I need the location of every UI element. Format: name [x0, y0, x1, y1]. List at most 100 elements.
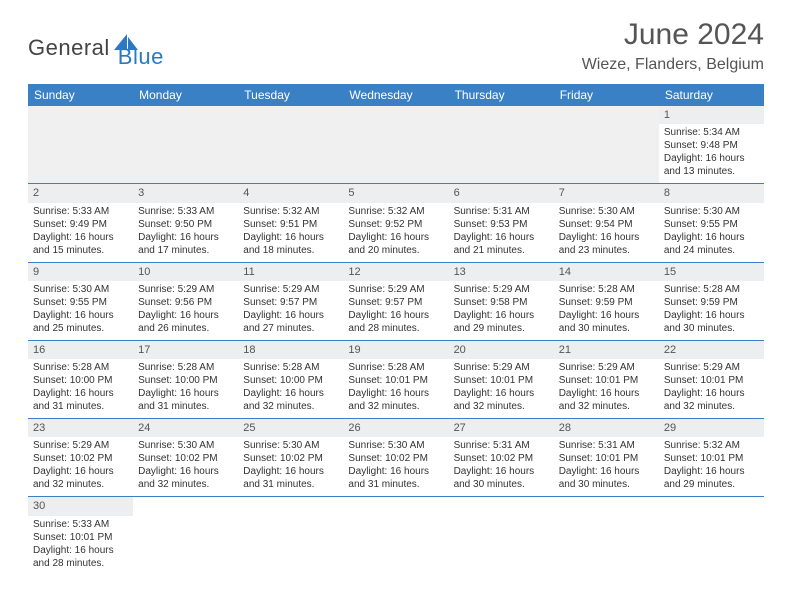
daylight-text: and 32 minutes.	[348, 400, 443, 413]
daylight-text: and 27 minutes.	[243, 322, 338, 335]
calendar-week-row: 16Sunrise: 5:28 AMSunset: 10:00 PMDaylig…	[28, 340, 764, 418]
sunset-text: Sunset: 9:57 PM	[348, 296, 443, 309]
daylight-text: Daylight: 16 hours	[348, 309, 443, 322]
day-number: 5	[343, 184, 448, 202]
sunset-text: Sunset: 9:55 PM	[664, 218, 759, 231]
sunrise-text: Sunrise: 5:30 AM	[138, 439, 233, 452]
daylight-text: and 32 minutes.	[664, 400, 759, 413]
day-number: 23	[28, 419, 133, 437]
daylight-text: and 29 minutes.	[454, 322, 549, 335]
daylight-text: Daylight: 16 hours	[138, 465, 233, 478]
calendar-day-cell: 3Sunrise: 5:33 AMSunset: 9:50 PMDaylight…	[133, 184, 238, 262]
sunrise-text: Sunrise: 5:30 AM	[559, 205, 654, 218]
calendar-day-cell: 19Sunrise: 5:28 AMSunset: 10:01 PMDaylig…	[343, 340, 448, 418]
daylight-text: and 32 minutes.	[33, 478, 128, 491]
calendar-day-cell: 16Sunrise: 5:28 AMSunset: 10:00 PMDaylig…	[28, 340, 133, 418]
daylight-text: Daylight: 16 hours	[33, 231, 128, 244]
header: General Blue June 2024 Wieze, Flanders, …	[28, 18, 764, 74]
daylight-text: and 23 minutes.	[559, 244, 654, 257]
daylight-text: Daylight: 16 hours	[348, 231, 443, 244]
daylight-text: Daylight: 16 hours	[243, 387, 338, 400]
sunset-text: Sunset: 9:52 PM	[348, 218, 443, 231]
daylight-text: Daylight: 16 hours	[243, 231, 338, 244]
sunrise-text: Sunrise: 5:32 AM	[243, 205, 338, 218]
daylight-text: and 20 minutes.	[348, 244, 443, 257]
day-number: 30	[28, 497, 133, 515]
daylight-text: and 13 minutes.	[664, 165, 759, 178]
daylight-text: and 32 minutes.	[138, 478, 233, 491]
sunset-text: Sunset: 9:58 PM	[454, 296, 549, 309]
calendar-week-row: 1Sunrise: 5:34 AMSunset: 9:48 PMDaylight…	[28, 106, 764, 184]
day-number: 20	[449, 341, 554, 359]
daylight-text: Daylight: 16 hours	[559, 309, 654, 322]
calendar-day-cell: 17Sunrise: 5:28 AMSunset: 10:00 PMDaylig…	[133, 340, 238, 418]
daylight-text: and 32 minutes.	[559, 400, 654, 413]
day-number: 27	[449, 419, 554, 437]
sunrise-text: Sunrise: 5:28 AM	[33, 361, 128, 374]
day-number: 1	[659, 106, 764, 124]
daylight-text: and 15 minutes.	[33, 244, 128, 257]
calendar-day-cell	[343, 106, 448, 184]
sunset-text: Sunset: 9:59 PM	[664, 296, 759, 309]
daylight-text: Daylight: 16 hours	[559, 387, 654, 400]
calendar-day-cell	[554, 497, 659, 575]
sunset-text: Sunset: 10:01 PM	[664, 452, 759, 465]
sunset-text: Sunset: 10:01 PM	[348, 374, 443, 387]
calendar-day-cell	[554, 106, 659, 184]
day-number: 21	[554, 341, 659, 359]
sunrise-text: Sunrise: 5:28 AM	[138, 361, 233, 374]
daylight-text: and 32 minutes.	[454, 400, 549, 413]
calendar-week-row: 30Sunrise: 5:33 AMSunset: 10:01 PMDaylig…	[28, 497, 764, 575]
sunset-text: Sunset: 10:02 PM	[33, 452, 128, 465]
sunrise-text: Sunrise: 5:31 AM	[454, 439, 549, 452]
sunrise-text: Sunrise: 5:29 AM	[138, 283, 233, 296]
calendar-day-cell	[343, 497, 448, 575]
daylight-text: and 28 minutes.	[348, 322, 443, 335]
logo-text-general: General	[28, 35, 110, 61]
weekday-header: Wednesday	[343, 84, 448, 106]
daylight-text: Daylight: 16 hours	[33, 465, 128, 478]
sunrise-text: Sunrise: 5:32 AM	[348, 205, 443, 218]
day-number: 7	[554, 184, 659, 202]
daylight-text: Daylight: 16 hours	[348, 465, 443, 478]
sunrise-text: Sunrise: 5:28 AM	[559, 283, 654, 296]
sunrise-text: Sunrise: 5:31 AM	[454, 205, 549, 218]
daylight-text: Daylight: 16 hours	[138, 231, 233, 244]
daylight-text: Daylight: 16 hours	[243, 309, 338, 322]
sunrise-text: Sunrise: 5:32 AM	[664, 439, 759, 452]
sunrise-text: Sunrise: 5:31 AM	[559, 439, 654, 452]
calendar-day-cell: 8Sunrise: 5:30 AMSunset: 9:55 PMDaylight…	[659, 184, 764, 262]
daylight-text: Daylight: 16 hours	[33, 387, 128, 400]
calendar-day-cell: 13Sunrise: 5:29 AMSunset: 9:58 PMDayligh…	[449, 262, 554, 340]
calendar-table: Sunday Monday Tuesday Wednesday Thursday…	[28, 84, 764, 575]
day-number: 16	[28, 341, 133, 359]
sunrise-text: Sunrise: 5:30 AM	[243, 439, 338, 452]
sunrise-text: Sunrise: 5:30 AM	[33, 283, 128, 296]
calendar-day-cell: 4Sunrise: 5:32 AMSunset: 9:51 PMDaylight…	[238, 184, 343, 262]
day-number: 10	[133, 263, 238, 281]
daylight-text: and 32 minutes.	[243, 400, 338, 413]
calendar-day-cell: 10Sunrise: 5:29 AMSunset: 9:56 PMDayligh…	[133, 262, 238, 340]
calendar-day-cell: 12Sunrise: 5:29 AMSunset: 9:57 PMDayligh…	[343, 262, 448, 340]
calendar-day-cell: 14Sunrise: 5:28 AMSunset: 9:59 PMDayligh…	[554, 262, 659, 340]
day-number: 15	[659, 263, 764, 281]
daylight-text: and 25 minutes.	[33, 322, 128, 335]
daylight-text: and 30 minutes.	[664, 322, 759, 335]
daylight-text: and 18 minutes.	[243, 244, 338, 257]
sunset-text: Sunset: 10:01 PM	[664, 374, 759, 387]
daylight-text: Daylight: 16 hours	[454, 465, 549, 478]
daylight-text: and 28 minutes.	[33, 557, 128, 570]
daylight-text: Daylight: 16 hours	[559, 465, 654, 478]
daylight-text: and 31 minutes.	[243, 478, 338, 491]
weekday-header: Sunday	[28, 84, 133, 106]
calendar-week-row: 23Sunrise: 5:29 AMSunset: 10:02 PMDaylig…	[28, 419, 764, 497]
daylight-text: and 31 minutes.	[33, 400, 128, 413]
sunrise-text: Sunrise: 5:33 AM	[33, 518, 128, 531]
calendar-day-cell: 18Sunrise: 5:28 AMSunset: 10:00 PMDaylig…	[238, 340, 343, 418]
sunset-text: Sunset: 10:00 PM	[243, 374, 338, 387]
sunset-text: Sunset: 10:02 PM	[243, 452, 338, 465]
calendar-day-cell: 5 Sunrise: 5:32 AMSunset: 9:52 PMDaylight…	[343, 184, 448, 262]
daylight-text: and 30 minutes.	[559, 322, 654, 335]
day-number: 12	[343, 263, 448, 281]
daylight-text: Daylight: 16 hours	[138, 309, 233, 322]
